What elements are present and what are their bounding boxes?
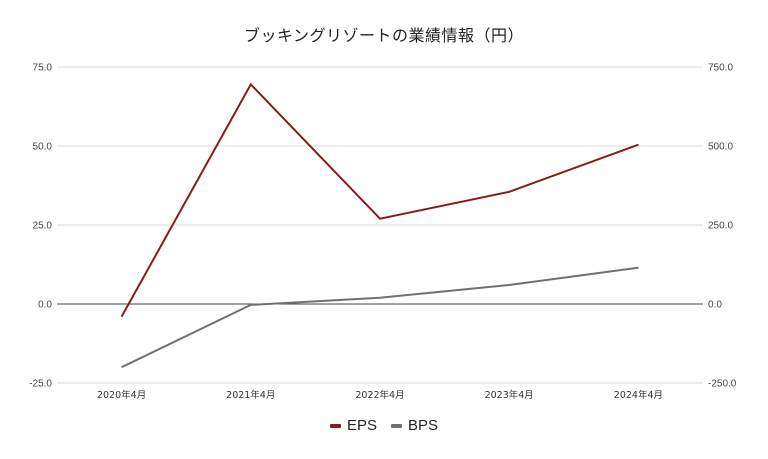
x-axis-tick: 2020年4月	[97, 389, 146, 401]
series-line-eps[interactable]	[120, 82, 639, 318]
right-axis-tick: 750.0	[708, 63, 733, 74]
legend-label-bps: BPS	[408, 417, 439, 434]
series-line-bps[interactable]	[121, 266, 639, 369]
left-axis-tick: -25.0	[29, 379, 52, 390]
right-axis-tick: -250.0	[708, 379, 737, 390]
right-axis-tick: 0.0	[708, 300, 722, 311]
x-axis-tick: 2024年4月	[614, 389, 663, 401]
left-axis-tick: 75.0	[33, 63, 53, 74]
legend: EPS BPS	[0, 417, 768, 434]
chart-title: ブッキングリゾートの業績情報（円）	[243, 26, 525, 45]
left-axis-tick: 25.0	[33, 221, 53, 232]
x-axis-tick: 2021年4月	[226, 389, 275, 401]
left-axis-tick: 0.0	[38, 300, 52, 311]
legend-item-eps[interactable]: EPS	[329, 417, 377, 434]
x-axis-tick: 2022年4月	[355, 389, 404, 401]
legend-label-eps: EPS	[346, 417, 377, 434]
x-axis-tick: 2023年4月	[485, 389, 534, 401]
right-axis-tick: 500.0	[708, 142, 733, 153]
left-axis-tick: 50.0	[33, 142, 53, 153]
eps-swatch-icon	[329, 423, 341, 428]
bps-swatch-icon	[391, 423, 402, 428]
legend-item-bps[interactable]: BPS	[391, 417, 438, 434]
right-axis-tick: 250.0	[708, 221, 733, 232]
